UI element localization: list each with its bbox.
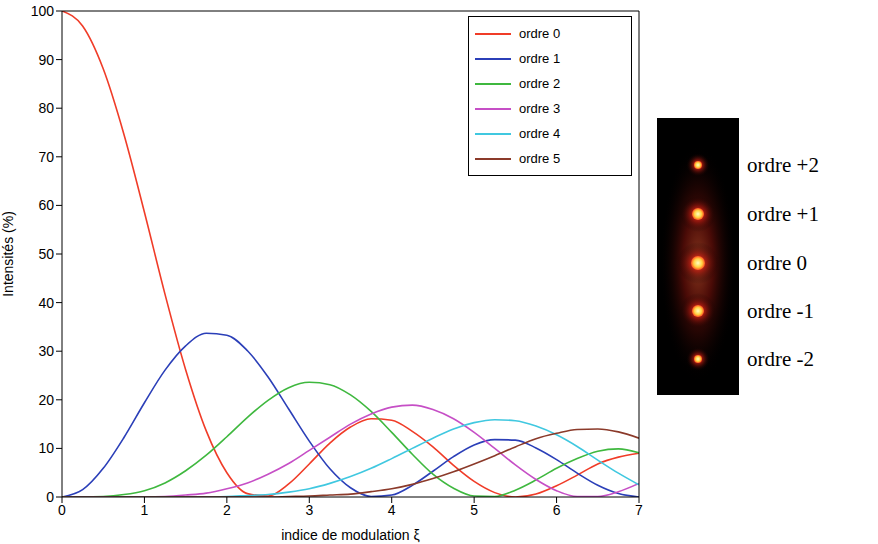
svg-text:90: 90 <box>38 52 54 68</box>
svg-text:70: 70 <box>38 149 54 165</box>
svg-text:0: 0 <box>46 489 54 505</box>
html-text:ordre 3: ordre 3 <box>519 101 561 116</box>
svg-text:20: 20 <box>38 392 54 408</box>
svg-text:0: 0 <box>58 502 66 518</box>
svg-text:30: 30 <box>38 343 54 359</box>
html-text:ordre 5: ordre 5 <box>519 151 561 166</box>
svg-text:80: 80 <box>38 100 54 116</box>
html-text:ordre 0: ordre 0 <box>519 26 561 41</box>
svg-text:40: 40 <box>38 295 54 311</box>
svg-text:7: 7 <box>635 502 643 518</box>
html-text:ordre 4: ordre 4 <box>519 126 561 141</box>
html-text:ordre -2: ordre -2 <box>747 347 815 371</box>
svg-text:Intensités (%): Intensités (%) <box>0 211 16 297</box>
svg-text:6: 6 <box>553 502 561 518</box>
html-text:ordre 0: ordre 0 <box>747 251 808 275</box>
svg-text:indice de modulation ξ: indice de modulation ξ <box>281 527 420 543</box>
svg-text:1: 1 <box>141 502 149 518</box>
svg-text:3: 3 <box>305 502 313 518</box>
svg-text:2: 2 <box>223 502 231 518</box>
svg-text:60: 60 <box>38 197 54 213</box>
html-text:ordre +2: ordre +2 <box>747 153 819 177</box>
svg-text:100: 100 <box>31 3 55 19</box>
html-text:ordre 2: ordre 2 <box>519 76 561 91</box>
html-text:ordre +1: ordre +1 <box>747 202 819 226</box>
svg-text:10: 10 <box>38 440 54 456</box>
svg-text:4: 4 <box>388 502 396 518</box>
html-text:ordre -1: ordre -1 <box>747 299 815 323</box>
svg-text:5: 5 <box>470 502 478 518</box>
svg-text:50: 50 <box>38 246 54 262</box>
html-text:ordre 1: ordre 1 <box>519 51 561 66</box>
